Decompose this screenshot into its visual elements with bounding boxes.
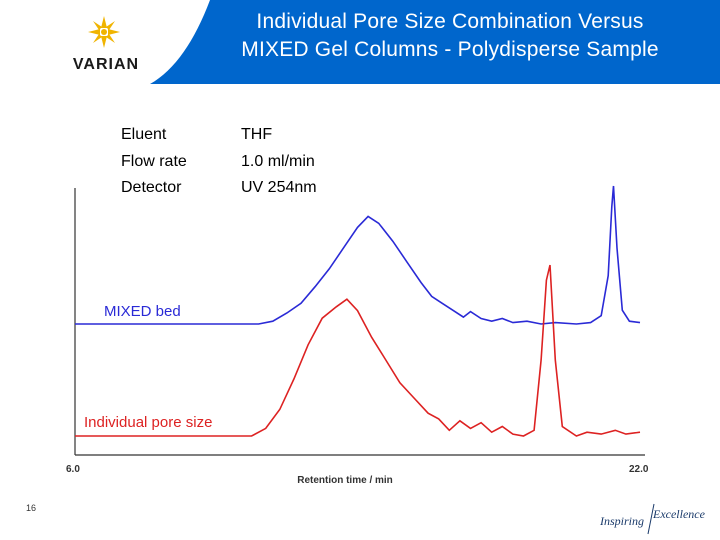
individual-pore-size-trace xyxy=(75,264,641,437)
condition-value: UV 254nm xyxy=(241,179,317,196)
x-tick-max: 22.0 xyxy=(629,464,649,475)
condition-row-eluent: Eluent THF xyxy=(121,122,381,149)
title-line-2: MIXED Gel Columns - Polydisperse Sample xyxy=(241,38,659,61)
slide-title: Individual Pore Size Combination Versus … xyxy=(200,8,700,64)
condition-label: Eluent xyxy=(121,126,167,143)
tagline-right: Excellence xyxy=(652,507,706,521)
x-tick-min: 6.0 xyxy=(66,464,80,475)
x-axis-label: Retention time / min xyxy=(297,475,393,486)
condition-row-flow-rate: Flow rate 1.0 ml/min xyxy=(121,149,381,176)
conditions-table: Eluent THF Flow rate 1.0 ml/min Detector… xyxy=(121,122,381,202)
logo-text: VARIAN xyxy=(73,56,139,73)
varian-star-icon xyxy=(88,16,120,48)
condition-value: 1.0 ml/min xyxy=(241,152,315,170)
series-label-mixed-bed: MIXED bed xyxy=(104,303,181,320)
series-label-individual-pore-size: Individual pore size xyxy=(84,414,212,431)
mixed-bed-trace xyxy=(75,185,641,325)
tagline-logo: Inspiring Excellence xyxy=(599,503,706,535)
logo-panel: VARIAN xyxy=(0,0,210,84)
condition-value: THF xyxy=(241,126,273,143)
condition-label: Flow rate xyxy=(121,152,187,170)
condition-label: Detector xyxy=(121,179,182,196)
tagline-left: Inspiring xyxy=(599,514,644,528)
title-line-1: Individual Pore Size Combination Versus xyxy=(256,10,644,33)
condition-row-detector: Detector UV 254nm xyxy=(121,175,381,202)
tagline-slash xyxy=(647,503,655,535)
page-number: 16 xyxy=(26,503,37,513)
